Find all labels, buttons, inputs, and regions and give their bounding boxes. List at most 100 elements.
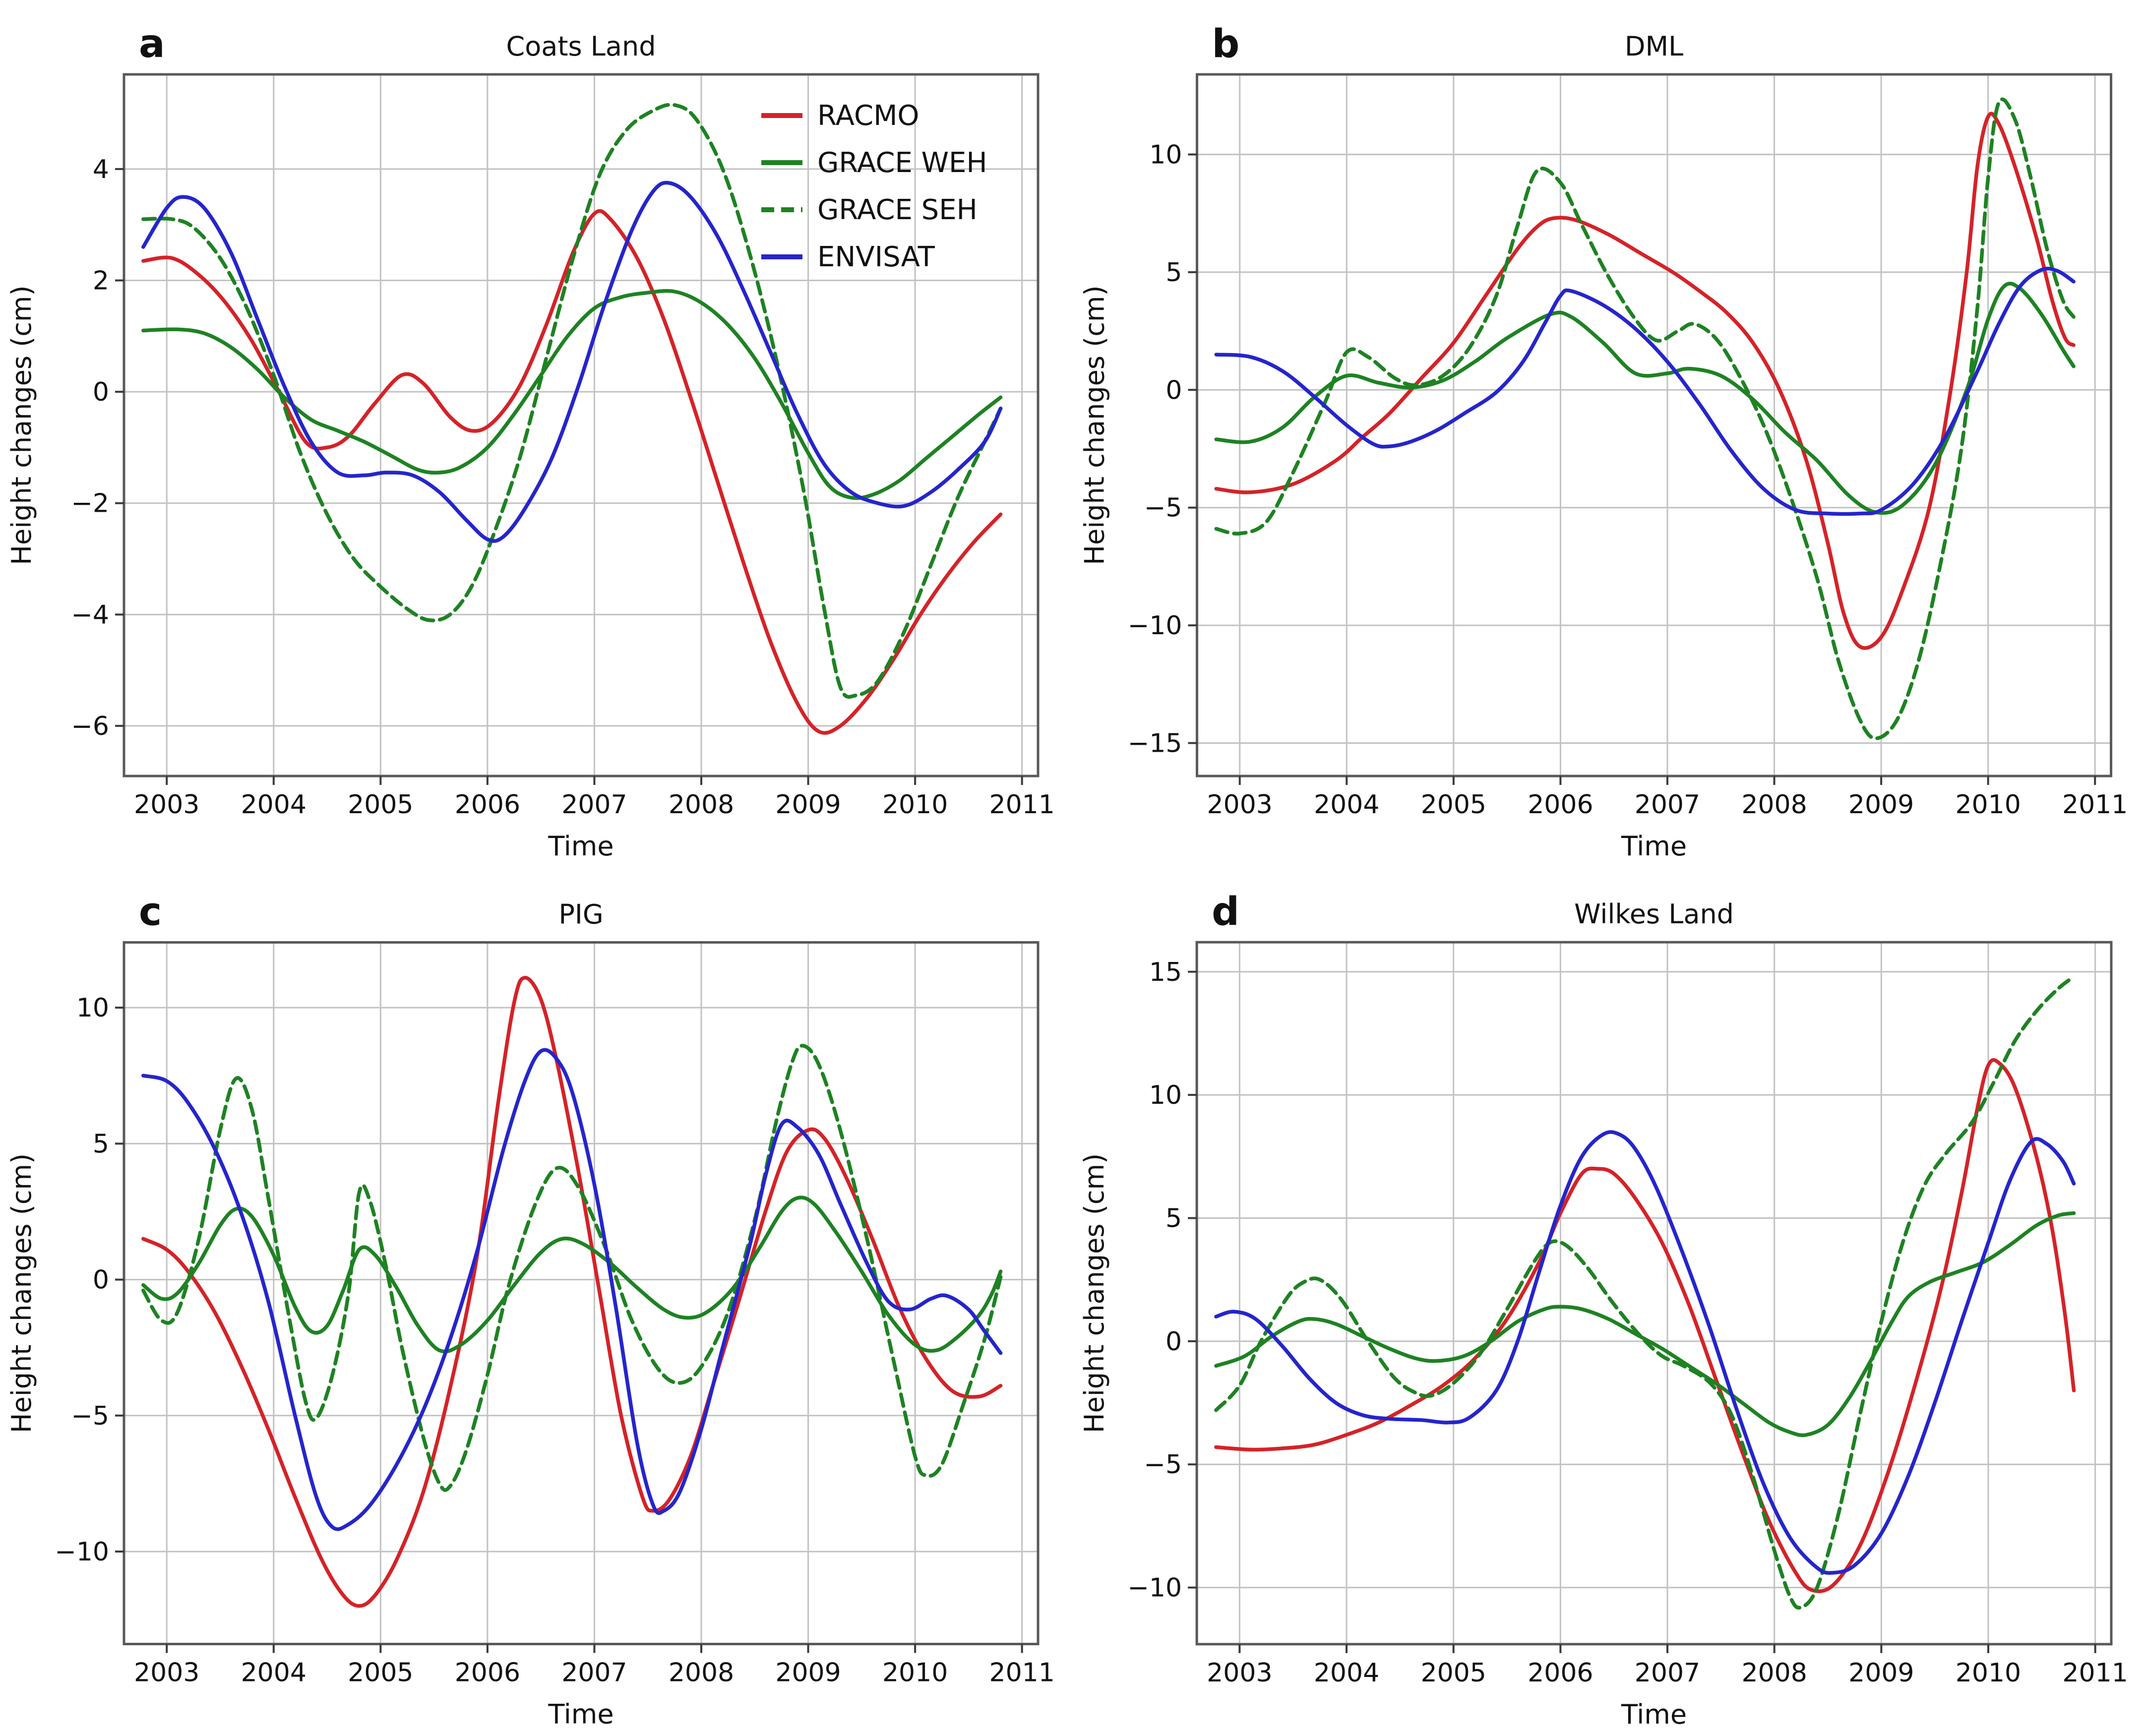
y-axis-label: Height changes (cm) <box>1079 1153 1110 1433</box>
panel-background <box>1073 0 2146 868</box>
series-line-grace-weh <box>1214 282 2076 515</box>
series-group <box>141 103 1003 735</box>
chart-panel-b: 2003 2004 2005 2006 2007 2008 2009 2010 2011 −15 −… <box>1073 0 2146 868</box>
x-tick-label: 2011 <box>989 1658 1054 1688</box>
y-tick-label: −4 <box>71 600 109 630</box>
chart-a-canvas: 2003 2004 2005 2006 2007 2008 2009 2010 2011 −6 −4… <box>0 0 1073 868</box>
y-tick-label: 5 <box>1165 258 1182 288</box>
y-tick-label: −10 <box>1127 1573 1182 1603</box>
x-tick-label: 2011 <box>989 790 1054 820</box>
series-line-envisat <box>1214 266 2076 516</box>
x-tick-label: 2003 <box>134 1658 199 1688</box>
x-tick-label: 2005 <box>1420 1658 1486 1688</box>
legend-label: GRACE SEH <box>817 194 978 226</box>
axes-box <box>123 73 1040 778</box>
series-line-envisat <box>141 180 1003 543</box>
series-line-envisat <box>1214 1130 2076 1575</box>
x-tick-label: 2004 <box>1314 1658 1379 1688</box>
x-tick-label: 2010 <box>1956 1658 2021 1688</box>
x-tick-label: 2009 <box>775 790 841 820</box>
y-tick-label: 0 <box>93 377 109 407</box>
legend-label: ENVISAT <box>817 241 935 273</box>
chart-panel-a: 2003 2004 2005 2006 2007 2008 2009 2010 2011 −6 −4… <box>0 0 1073 868</box>
panel-letter: c <box>139 890 162 935</box>
x-tick-label: 2009 <box>1848 1658 1914 1688</box>
y-tick-label: 5 <box>1165 1204 1182 1234</box>
x-tick-label: 2004 <box>241 1658 307 1688</box>
series-group <box>141 976 1003 1608</box>
y-tick-label: −5 <box>1144 1450 1182 1480</box>
x-tick-label: 2004 <box>1314 790 1379 820</box>
y-tick-label: 10 <box>1149 1080 1182 1110</box>
x-tick-label: 2010 <box>882 1658 948 1688</box>
x-axis-label: Time <box>548 831 613 862</box>
y-tick-label: −10 <box>55 1537 109 1567</box>
x-tick-label: 2006 <box>1528 790 1593 820</box>
y-tick-label: −2 <box>71 489 109 519</box>
series-line-grace-weh <box>141 1196 1003 1354</box>
y-tick-label: 2 <box>93 266 109 296</box>
y-tick-label: 5 <box>93 1129 109 1159</box>
y-tick-label: 0 <box>93 1265 109 1295</box>
chart-title: PIG <box>558 899 603 930</box>
y-tick-label: 10 <box>1149 140 1182 170</box>
y-tick-label: 4 <box>93 155 109 184</box>
x-tick-label: 2007 <box>561 790 627 820</box>
x-tick-label: 2008 <box>1741 790 1807 820</box>
y-tick-label: 15 <box>1149 958 1182 987</box>
series-line-grace-seh <box>141 103 1003 699</box>
x-axis-label: Time <box>548 1699 613 1730</box>
x-tick-label: 2011 <box>2062 790 2128 820</box>
y-tick-label: −15 <box>1128 729 1182 759</box>
x-tick-label: 2004 <box>241 790 307 820</box>
y-tick-label: −10 <box>1128 611 1182 641</box>
x-tick-label: 2009 <box>1848 790 1914 820</box>
series-line-racmo <box>141 976 1003 1608</box>
y-tick-label: 0 <box>1165 1327 1182 1357</box>
x-tick-label: 2006 <box>455 1658 520 1688</box>
x-tick-label: 2006 <box>1528 1658 1593 1688</box>
x-tick-label: 2003 <box>1207 1658 1272 1688</box>
chart-c-canvas: 2003 2004 2005 2006 2007 2008 2009 2010 2011 −10 −… <box>0 868 1073 1736</box>
x-tick-label: 2007 <box>1635 1658 1700 1688</box>
chart-panel-c: 2003 2004 2005 2006 2007 2008 2009 2010 2011 −10 −… <box>0 868 1073 1736</box>
series-line-envisat <box>141 1048 1003 1531</box>
series-line-grace-seh <box>1214 97 2076 740</box>
y-axis-label: Height changes (cm) <box>1079 285 1110 565</box>
chart-title: Wilkes Land <box>1574 898 1734 930</box>
x-tick-label: 2009 <box>775 1658 841 1688</box>
axes-box <box>1195 941 2113 1646</box>
x-tick-label: 2010 <box>882 790 948 820</box>
axes-box <box>1196 73 2112 778</box>
x-tick-label: 2005 <box>348 1658 413 1688</box>
x-tick-label: 2011 <box>2062 1658 2128 1688</box>
series-group <box>1214 97 2076 740</box>
y-tick-label: 0 <box>1165 375 1182 405</box>
x-tick-label: 2006 <box>455 790 520 820</box>
x-tick-label: 2008 <box>669 790 734 820</box>
panel-background <box>0 868 1073 1736</box>
y-tick-label: −5 <box>71 1401 109 1431</box>
chart-d-canvas: 2003 2004 2005 2006 2007 2008 2009 2010 2011 −10 −… <box>1073 868 2146 1736</box>
legend-label: RACMO <box>817 100 919 132</box>
legend: RACMO GRACE WEH GRACE SEH ENVISAT <box>761 100 987 273</box>
chart-b-canvas: 2003 2004 2005 2006 2007 2008 2009 2010 2011 −15 −… <box>1073 0 2146 868</box>
y-axis-label: Height changes (cm) <box>6 285 37 565</box>
y-axis-label: Height changes (cm) <box>6 1153 37 1433</box>
x-tick-label: 2008 <box>669 1658 734 1688</box>
x-tick-label: 2008 <box>1741 1658 1807 1688</box>
panel-letter: b <box>1212 22 1240 66</box>
x-axis-label: Time <box>1621 831 1687 862</box>
axes-box <box>123 941 1040 1645</box>
y-tick-label: −6 <box>71 712 109 741</box>
panel-background <box>0 0 1073 868</box>
y-tick-label: 10 <box>76 993 109 1023</box>
panel-letter: d <box>1212 890 1239 934</box>
x-tick-label: 2007 <box>1635 790 1700 820</box>
y-tick-label: −5 <box>1144 493 1182 523</box>
x-tick-label: 2007 <box>561 1658 627 1688</box>
x-tick-label: 2005 <box>1421 790 1486 820</box>
legend-label: GRACE WEH <box>817 147 987 179</box>
x-tick-label: 2003 <box>134 790 199 820</box>
